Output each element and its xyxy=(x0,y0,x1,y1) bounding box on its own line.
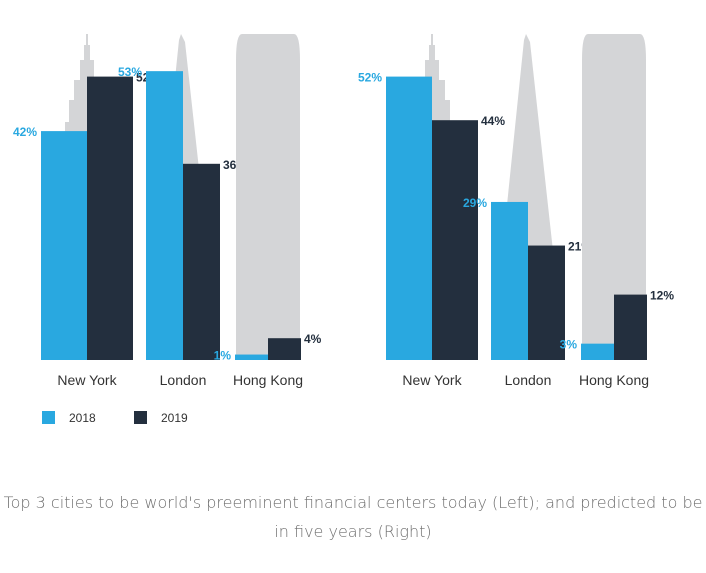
legend-swatch-2018 xyxy=(42,411,55,424)
data-label-2019: 4% xyxy=(304,332,322,346)
bar-2019-new-york xyxy=(432,120,478,360)
data-label-2018: 52% xyxy=(358,71,382,85)
bar-2019-london xyxy=(528,245,565,360)
bar-2018-london xyxy=(491,201,528,360)
figure-caption: Top 3 cities to be world's preeminent fi… xyxy=(3,493,703,541)
bar-2019-hong-kong xyxy=(268,338,301,360)
bar-2019-hong-kong xyxy=(614,294,647,360)
legend-label-2018: 2018 xyxy=(69,411,96,425)
data-label-2018: 42% xyxy=(13,125,37,139)
category-label: Hong Kong xyxy=(579,372,649,388)
category-label: London xyxy=(160,372,207,388)
data-label-2018: 1% xyxy=(214,349,232,363)
data-label-2018: 53% xyxy=(118,65,142,79)
category-label: New York xyxy=(57,372,117,388)
category-label: New York xyxy=(402,372,462,388)
bar-2018-london xyxy=(146,71,183,361)
building-silhouette xyxy=(582,34,646,360)
data-label-2019: 44% xyxy=(481,114,505,128)
bar-2019-new-york xyxy=(87,76,133,360)
legend-label-2019: 2019 xyxy=(161,411,188,425)
data-label-2019: 12% xyxy=(650,289,674,303)
bar-2018-new-york xyxy=(41,131,87,360)
legend: 2018 2019 xyxy=(42,411,188,425)
legend-swatch-2019 xyxy=(134,411,147,424)
building-silhouette xyxy=(236,34,300,360)
bar-2019-london xyxy=(183,163,220,360)
bar-2018-hong-kong xyxy=(581,343,614,360)
category-label: London xyxy=(505,372,552,388)
category-label: Hong Kong xyxy=(233,372,303,388)
data-label-2018: 29% xyxy=(463,196,487,210)
data-label-2018: 3% xyxy=(560,338,578,352)
bar-2018-new-york xyxy=(386,76,432,360)
bar-2018-hong-kong xyxy=(235,354,268,360)
